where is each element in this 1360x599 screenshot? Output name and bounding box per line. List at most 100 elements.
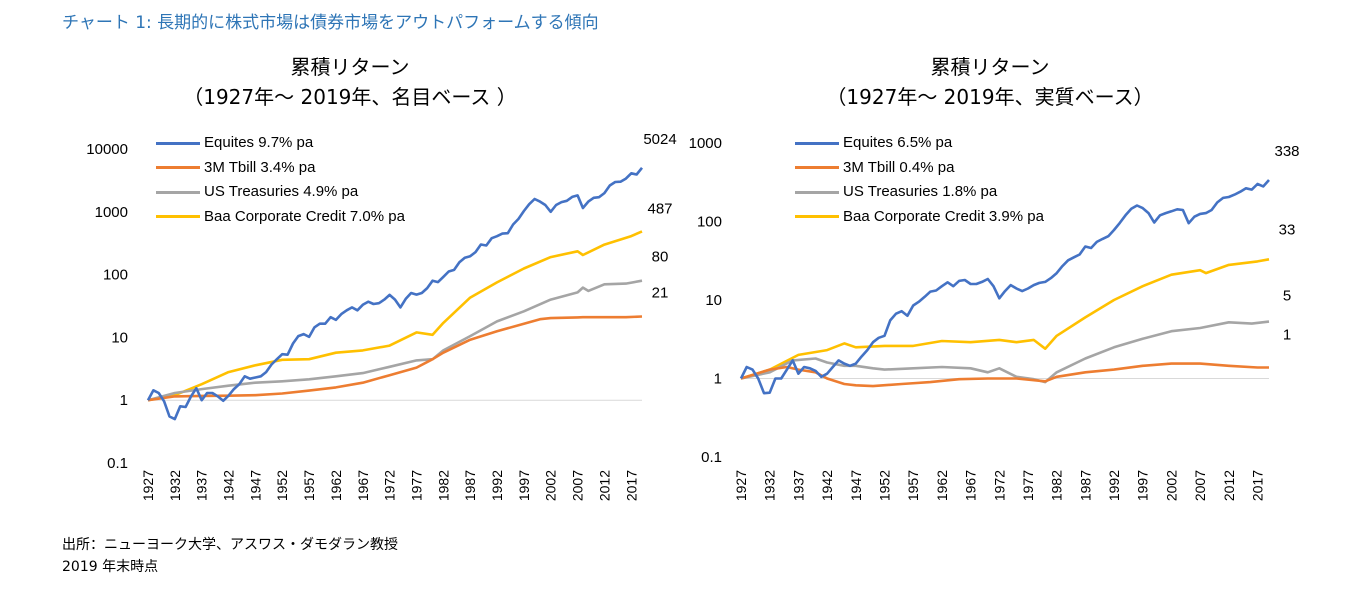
y-tick-label: 10	[111, 329, 128, 346]
series-end-label: 338	[1274, 143, 1299, 160]
x-tick-label: 1992	[1106, 470, 1122, 501]
x-tick-label: 2012	[1221, 470, 1237, 501]
x-tick-label: 1932	[167, 470, 183, 501]
x-tick-label: 1972	[382, 470, 398, 501]
x-tick-label: 2017	[1250, 470, 1266, 501]
legend-swatch	[795, 215, 839, 219]
legend-item: US Treasuries 1.8% pa	[795, 180, 1044, 205]
chart-title-nominal: 累積リターン （1927年～ 2019年、名目ベース ）	[130, 52, 570, 112]
x-tick-label: 1982	[435, 470, 451, 501]
date-note: 2019 年末時点	[62, 559, 159, 575]
footer: 出所：ニューヨーク大学、アスワス・ダモダラン教授 2019 年末時点	[62, 534, 398, 578]
y-tick-label: 0.1	[107, 455, 128, 472]
legend-label: US Treasuries 1.8% pa	[843, 183, 998, 200]
x-tick-label: 1952	[274, 470, 290, 501]
legend-swatch	[156, 166, 200, 170]
x-tick-label: 2002	[543, 470, 559, 501]
x-tick-label: 1927	[140, 470, 156, 501]
x-tick-label: 1997	[516, 470, 532, 501]
legend-swatch	[795, 166, 839, 170]
figure-title: チャート 1: 長期的に株式市場は債券市場をアウトパフォームする傾向	[62, 13, 599, 33]
x-tick-label: 1977	[1020, 470, 1036, 501]
x-tick-label: 1952	[876, 470, 892, 501]
series-end-label: 33	[1279, 221, 1296, 238]
x-tick-label: 1947	[247, 470, 263, 501]
chart-title-real: 累積リターン （1927年～ 2019年、実質ベース）	[770, 52, 1210, 112]
legend-item: 3M Tbill 0.4% pa	[795, 156, 1044, 181]
legend-item: Equites 9.7% pa	[156, 131, 405, 156]
chart-subtitle-text: （1927年～ 2019年、実質ベース）	[826, 85, 1154, 109]
x-tick-label: 2007	[570, 470, 586, 501]
legend-label: Baa Corporate Credit 3.9% pa	[843, 207, 1044, 225]
x-tick-label: 2007	[1192, 470, 1208, 501]
legend-swatch	[795, 141, 839, 145]
chart-title-text: 累積リターン	[290, 55, 410, 79]
x-tick-label: 1957	[301, 470, 317, 501]
x-tick-label: 1962	[934, 470, 950, 501]
x-tick-label: 2002	[1163, 470, 1179, 501]
series-line-2	[740, 320, 1270, 384]
legend-label: Baa Corporate Credit 7.0% pa	[204, 207, 405, 225]
series-line-1	[147, 315, 643, 402]
y-tick-label: 1	[120, 392, 128, 409]
x-tick-label: 1937	[194, 470, 210, 501]
legend-item: Equites 6.5% pa	[795, 131, 1044, 156]
y-tick-label: 1	[714, 371, 722, 388]
y-tick-label: 10	[705, 292, 722, 309]
y-tick-label: 1000	[95, 204, 128, 221]
x-tick-label: 1982	[1049, 470, 1065, 501]
chart-subtitle-text: （1927年～ 2019年、名目ベース ）	[183, 85, 517, 109]
legend-swatch	[156, 141, 200, 145]
x-tick-label: 1927	[733, 470, 749, 501]
x-tick-label: 1967	[963, 470, 979, 501]
x-tick-label: 1987	[1077, 470, 1093, 501]
x-tick-label: 1957	[905, 470, 921, 501]
legend-swatch	[795, 190, 839, 194]
source-note: 出所：ニューヨーク大学、アスワス・ダモダラン教授	[62, 537, 398, 553]
y-tick-label: 0.1	[701, 449, 722, 466]
x-tick-label: 1942	[819, 470, 835, 501]
x-tick-label: 1962	[328, 470, 344, 501]
x-tick-label: 1977	[408, 470, 424, 501]
x-tick-label: 1942	[221, 470, 237, 501]
series-line-1	[740, 362, 1269, 388]
legend-item: 3M Tbill 3.4% pa	[156, 156, 405, 181]
series-line-3	[740, 258, 1270, 380]
series-line-3	[147, 230, 643, 402]
series-end-label: 5024	[643, 131, 676, 148]
legend-label: Equites 6.5% pa	[843, 134, 953, 151]
legend-label: US Treasuries 4.9% pa	[204, 183, 359, 200]
series-end-label: 80	[652, 249, 669, 266]
y-tick-label: 100	[103, 267, 128, 284]
series-line-0	[146, 166, 644, 421]
y-tick-label: 1000	[689, 135, 722, 152]
x-tick-label: 1987	[462, 470, 478, 501]
series-end-label: 21	[652, 285, 669, 302]
y-tick-label: 100	[697, 214, 722, 231]
legend-item: US Treasuries 4.9% pa	[156, 180, 405, 205]
series-end-label: 487	[647, 200, 672, 217]
x-tick-label: 1992	[489, 470, 505, 501]
chart-title-text: 累積リターン	[930, 55, 1050, 79]
legend-swatch	[156, 215, 200, 219]
series-line-0	[739, 179, 1270, 395]
legend-item: Baa Corporate Credit 3.9% pa	[795, 205, 1044, 230]
x-tick-label: 1932	[762, 470, 778, 501]
x-tick-label: 2012	[596, 470, 612, 501]
legend-label: 3M Tbill 3.4% pa	[204, 158, 316, 176]
legend-item: Baa Corporate Credit 7.0% pa	[156, 205, 405, 230]
series-end-label: 5	[1283, 288, 1291, 305]
x-tick-label: 1972	[991, 470, 1007, 501]
legend-label: Equites 9.7% pa	[204, 134, 314, 151]
x-tick-label: 2017	[623, 470, 639, 501]
legend-label: 3M Tbill 0.4% pa	[843, 158, 955, 176]
x-tick-label: 1947	[848, 470, 864, 501]
legend-swatch	[156, 190, 200, 194]
x-tick-label: 1997	[1135, 470, 1151, 501]
legend-real: Equites 6.5% pa 3M Tbill 0.4% pa US Treasu…	[795, 131, 1044, 229]
y-tick-label: 10000	[86, 141, 128, 158]
series-end-label: 1	[1283, 327, 1291, 344]
x-tick-label: 1967	[355, 470, 371, 501]
x-tick-label: 1937	[790, 470, 806, 501]
